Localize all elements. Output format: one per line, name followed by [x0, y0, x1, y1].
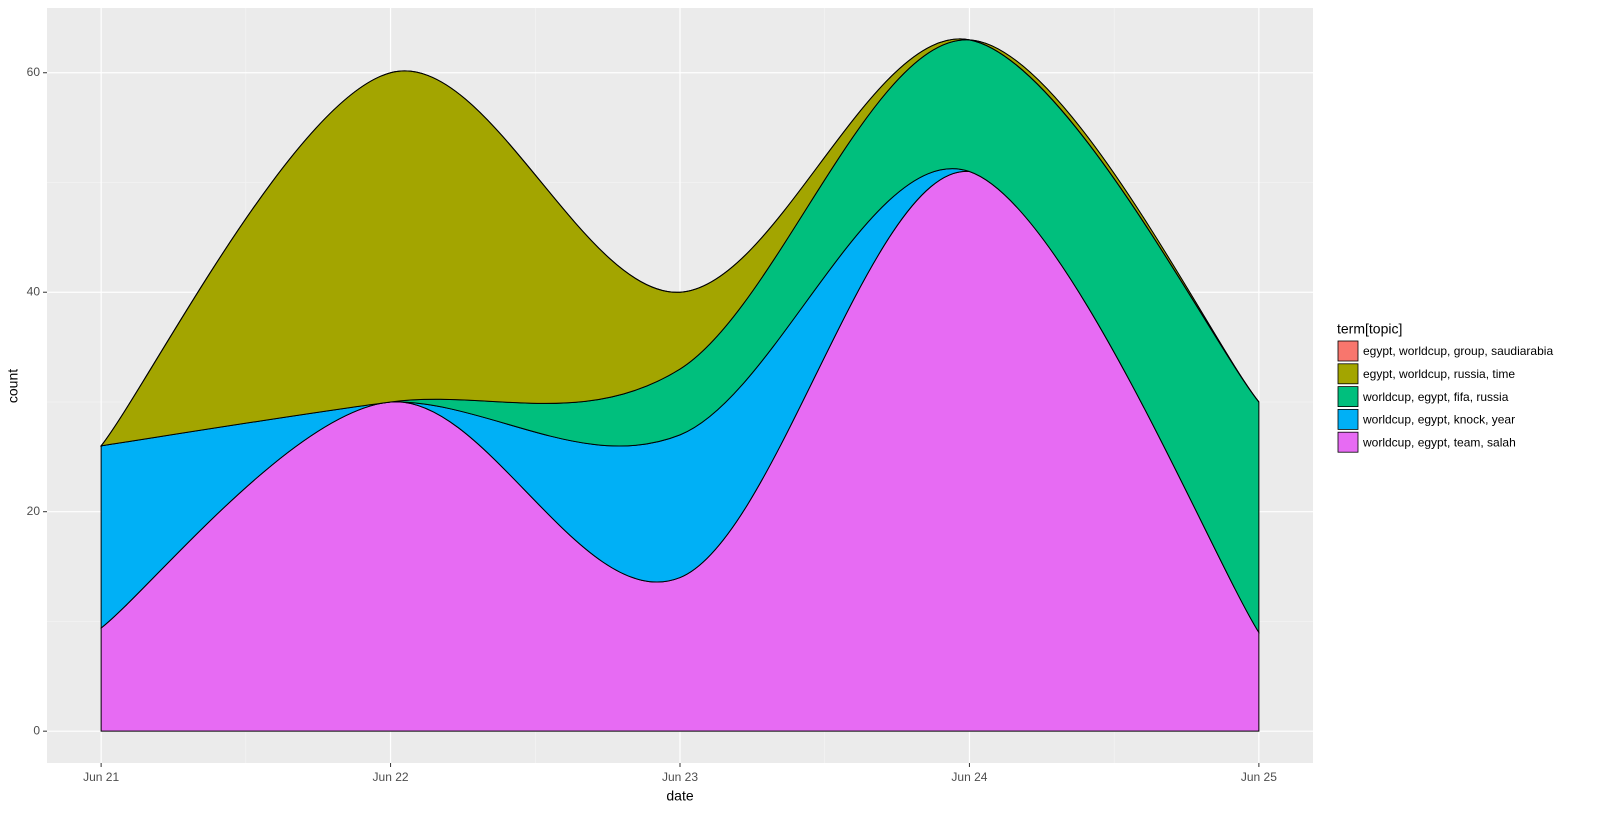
x-tick-label: Jun 24	[951, 770, 987, 784]
y-tick-label: 20	[27, 504, 41, 518]
legend-label: egypt, worldcup, russia, time	[1363, 367, 1515, 381]
y-tick-label: 60	[27, 65, 41, 79]
legend-label: worldcup, egypt, knock, year	[1362, 413, 1515, 427]
legend-key	[1337, 431, 1359, 453]
x-axis-title: date	[666, 788, 693, 804]
legend-label: worldcup, egypt, team, salah	[1362, 435, 1516, 449]
legend-title: term[topic]	[1337, 321, 1402, 337]
x-tick-label: Jun 22	[373, 770, 409, 784]
legend-key	[1337, 363, 1359, 385]
legend-key	[1337, 386, 1359, 408]
legend-label: egypt, worldcup, group, saudiarabia	[1363, 344, 1553, 358]
legend-key	[1337, 340, 1359, 362]
x-tick-label: Jun 25	[1241, 770, 1277, 784]
x-tick-label: Jun 21	[83, 770, 119, 784]
y-tick-label: 0	[33, 723, 40, 737]
legend-key	[1337, 408, 1359, 430]
y-axis-title: count	[5, 369, 21, 403]
y-tick-label: 40	[27, 284, 41, 298]
x-tick-label: Jun 23	[662, 770, 698, 784]
legend-label: worldcup, egypt, fifa, russia	[1362, 390, 1509, 404]
